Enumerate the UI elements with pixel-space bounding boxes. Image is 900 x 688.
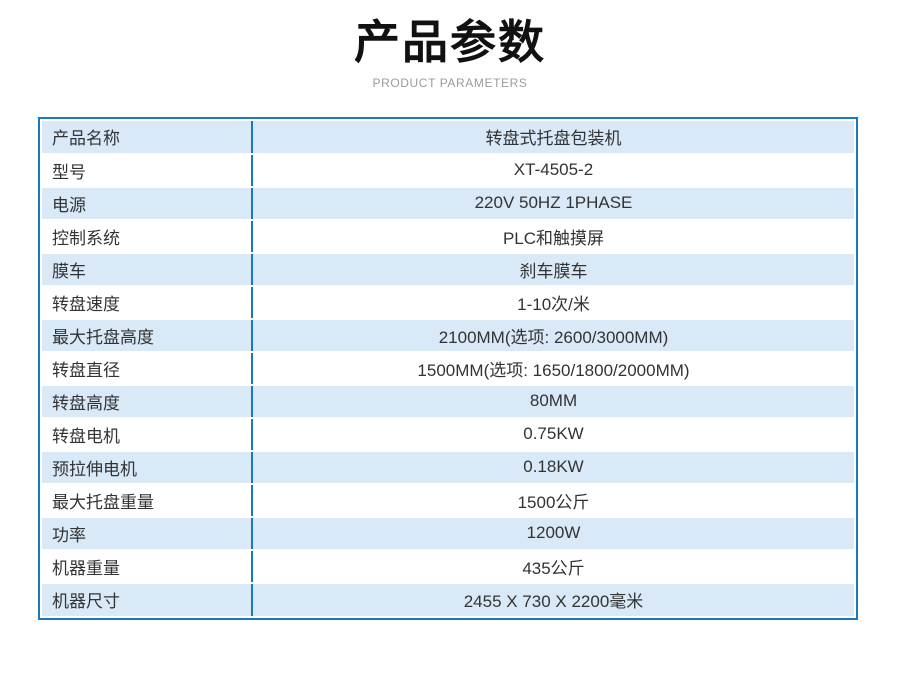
page-subtitle: PRODUCT PARAMETERS: [372, 75, 528, 90]
table-row: 功率 1200W: [42, 516, 854, 551]
row-label: 型号: [42, 153, 253, 188]
table-row: 膜车 刹车膜车: [42, 252, 854, 287]
row-value: 435公斤: [252, 549, 854, 584]
row-value: 1500MM(选项: 1650/1800/2000MM): [252, 351, 854, 386]
row-label: 控制系统: [42, 219, 253, 254]
row-label: 电源: [42, 186, 253, 221]
table-row: 转盘速度 1-10次/米: [42, 285, 854, 320]
row-label: 转盘直径: [42, 351, 253, 386]
spec-table: 产品名称 转盘式托盘包装机 型号 XT-4505-2 电源 220V 50HZ …: [42, 120, 854, 616]
spec-table-container: 产品名称 转盘式托盘包装机 型号 XT-4505-2 电源 220V 50HZ …: [38, 116, 858, 620]
row-label: 转盘高度: [42, 384, 253, 419]
row-value: 2455 X 730 X 2200毫米: [252, 582, 854, 616]
table-row: 机器尺寸 2455 X 730 X 2200毫米: [42, 582, 854, 616]
row-value: 1200W: [252, 516, 854, 551]
page-header: 产品参数 PRODUCT PARAMETERS: [0, 0, 900, 90]
row-label: 最大托盘高度: [42, 318, 253, 353]
table-row: 最大托盘高度 2100MM(选项: 2600/3000MM): [42, 318, 854, 353]
row-value: 0.75KW: [252, 417, 854, 452]
table-row: 预拉伸电机 0.18KW: [42, 450, 854, 485]
row-label: 转盘电机: [42, 417, 253, 452]
row-value: 0.18KW: [252, 450, 854, 485]
table-row: 电源 220V 50HZ 1PHASE: [42, 186, 854, 221]
row-value: 刹车膜车: [252, 252, 854, 287]
row-value: 1500公斤: [252, 483, 854, 518]
table-row: 转盘高度 80MM: [42, 384, 854, 419]
table-row: 转盘电机 0.75KW: [42, 417, 854, 452]
row-value: 1-10次/米: [252, 285, 854, 320]
table-row: 产品名称 转盘式托盘包装机: [42, 120, 854, 155]
row-label: 转盘速度: [42, 285, 253, 320]
row-value: 220V 50HZ 1PHASE: [252, 186, 854, 221]
row-label: 机器重量: [42, 549, 253, 584]
table-row: 控制系统 PLC和触摸屏: [42, 219, 854, 254]
row-label: 功率: [42, 516, 253, 551]
row-label: 机器尺寸: [42, 582, 253, 616]
table-row: 转盘直径 1500MM(选项: 1650/1800/2000MM): [42, 351, 854, 386]
table-row: 机器重量 435公斤: [42, 549, 854, 584]
page-title: 产品参数: [354, 16, 546, 68]
row-value: PLC和触摸屏: [252, 219, 854, 254]
row-value: 80MM: [252, 384, 854, 419]
table-row: 型号 XT-4505-2: [42, 153, 854, 188]
row-value: 转盘式托盘包装机: [252, 120, 854, 155]
row-value: 2100MM(选项: 2600/3000MM): [252, 318, 854, 353]
row-label: 预拉伸电机: [42, 450, 253, 485]
row-label: 产品名称: [42, 120, 253, 155]
row-label: 最大托盘重量: [42, 483, 253, 518]
row-value: XT-4505-2: [252, 153, 854, 188]
row-label: 膜车: [42, 252, 253, 287]
table-row: 最大托盘重量 1500公斤: [42, 483, 854, 518]
